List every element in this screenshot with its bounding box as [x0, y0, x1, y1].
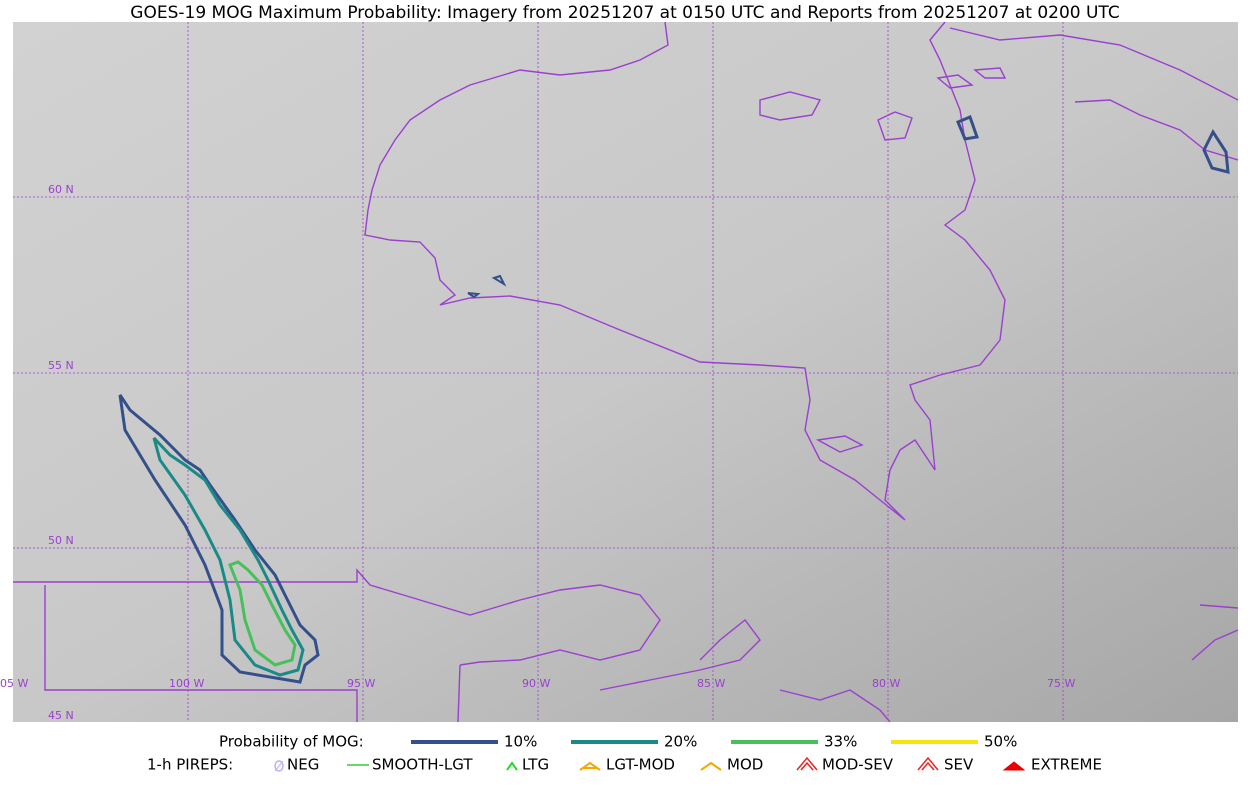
legend-title: Probability of MOG: — [219, 733, 364, 751]
longitude-label: 05 W — [0, 677, 28, 690]
latitude-label: 55 N — [48, 359, 74, 372]
legend-label: EXTREME — [1031, 756, 1102, 774]
longitude-label: 90 W — [522, 677, 550, 690]
legend-label: 50% — [984, 733, 1017, 751]
longitude-label: 75 W — [1047, 677, 1075, 690]
pirep-legend: NEG SMOOTH-LGT LTG LGT-MOD MOD MOD-SEV SEV EXTR… — [287, 756, 1102, 774]
legend: Probability of MOG: 10% 20% 33% 50% 1-h PIR… — [147, 733, 1102, 774]
title: GOES-19 MOG Maximum Probability: Imagery… — [130, 3, 1119, 23]
longitude-label: 80 W — [872, 677, 900, 690]
longitude-label: 100 W — [169, 677, 204, 690]
latitude-label: 45 N — [48, 709, 74, 722]
longitude-label: 95 W — [347, 677, 375, 690]
latitude-label: 50 N — [48, 534, 74, 547]
legend-label: SMOOTH-LGT — [372, 756, 473, 774]
coastlines — [13, 22, 1238, 722]
satellite-image — [13, 22, 1238, 722]
legend-label: LGT-MOD — [606, 756, 675, 774]
legend-label: MOD — [727, 756, 763, 774]
graticule — [13, 22, 1238, 722]
probability-contours — [118, 115, 1230, 684]
map — [13, 22, 1238, 722]
legend-label: 33% — [824, 733, 857, 751]
legend-label: NEG — [287, 756, 319, 774]
latitude-label: 60 N — [48, 183, 74, 196]
probability-legend: 10% 20% 33% 50% — [411, 733, 1017, 751]
legend-label: SEV — [944, 756, 974, 774]
legend-label: 20% — [664, 733, 697, 751]
legend-label: MOD-SEV — [822, 756, 894, 774]
legend-title: 1-h PIREPS: — [147, 756, 233, 774]
longitude-label: 85 W — [697, 677, 725, 690]
legend-label: LTG — [522, 756, 549, 774]
pirep-icons — [274, 756, 1026, 772]
legend-label: 10% — [504, 733, 537, 751]
